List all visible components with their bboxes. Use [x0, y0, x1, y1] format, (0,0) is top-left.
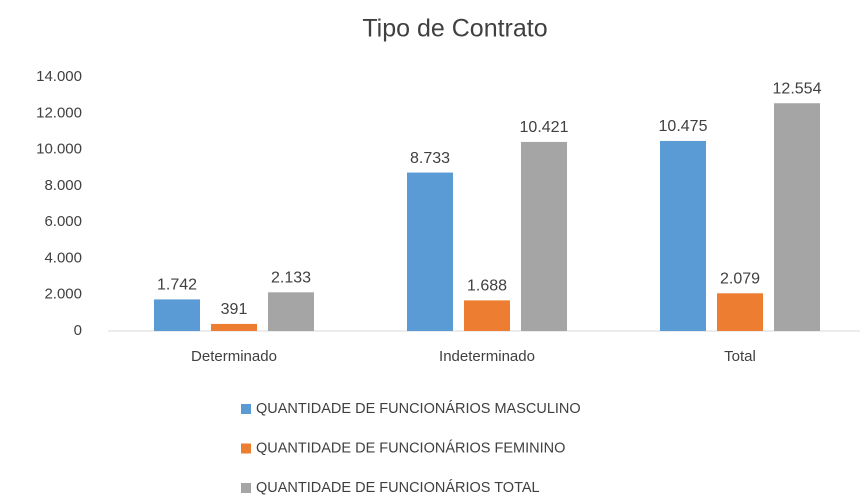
y-tick-label: 14.000: [36, 68, 82, 85]
legend-swatch: [241, 443, 251, 454]
x-tick-label: Indeterminado: [439, 348, 535, 365]
legend-label: QUANTIDADE DE FUNCIONÁRIOS FEMININO: [256, 439, 565, 456]
bar: [211, 323, 257, 331]
value-label: 2.133: [271, 270, 311, 287]
legend-label: QUANTIDADE DE FUNCIONÁRIOS MASCULINO: [256, 400, 581, 417]
y-tick-label: 12.000: [36, 104, 82, 121]
y-tick-label: 6.000: [44, 213, 82, 230]
bar: [774, 103, 820, 331]
y-tick-label: 4.000: [44, 249, 82, 266]
value-label: 391: [221, 301, 248, 318]
y-tick-label: 8.000: [44, 177, 82, 194]
legend-label: QUANTIDADE DE FUNCIONÁRIOS TOTAL: [256, 479, 540, 496]
value-label: 12.554: [773, 80, 822, 97]
value-label: 1.688: [467, 278, 507, 295]
bar: [407, 172, 453, 331]
value-label: 10.421: [520, 119, 569, 136]
chart-title: Tipo de Contrato: [362, 15, 547, 43]
x-tick-label: Total: [724, 348, 756, 365]
y-tick-label: 2.000: [44, 286, 82, 303]
bar: [717, 293, 763, 331]
bar: [521, 141, 567, 331]
y-tick-label: 0: [74, 322, 82, 339]
bar: [154, 299, 200, 331]
legend-swatch: [241, 404, 251, 414]
value-label: 8.733: [410, 150, 450, 167]
value-label: 10.475: [659, 118, 708, 135]
x-tick-label: Determinado: [191, 348, 277, 365]
value-label: 1.742: [157, 277, 197, 294]
bar: [464, 300, 510, 331]
y-tick-label: 10.000: [36, 141, 82, 158]
value-label: 2.079: [720, 270, 760, 287]
legend-swatch: [241, 483, 251, 493]
bar: [268, 292, 314, 331]
bar: [660, 140, 706, 331]
